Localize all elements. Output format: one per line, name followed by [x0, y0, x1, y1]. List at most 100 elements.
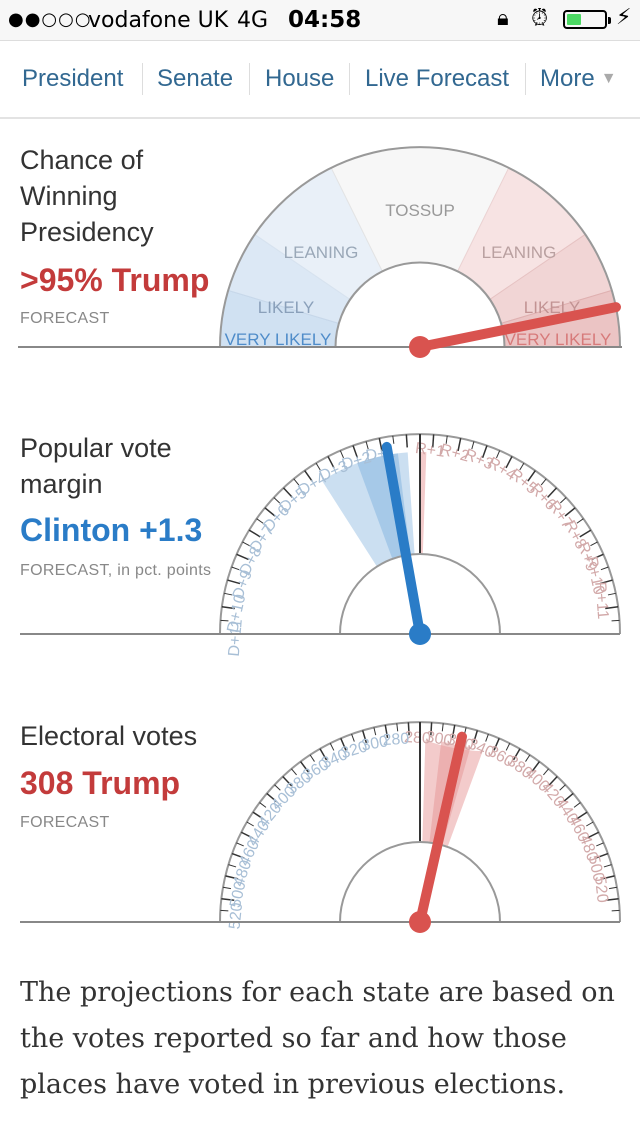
gauge-tick — [599, 579, 613, 585]
gauge-tick — [485, 733, 489, 742]
label-very-likely-rep: VERY LIKELY — [505, 330, 612, 349]
label-leaning-dem: LEANING — [284, 243, 359, 262]
gauge-tick — [282, 487, 293, 498]
gauge-tick — [547, 487, 558, 498]
nav-more[interactable]: More ▼ — [540, 65, 617, 93]
gauge-tick — [246, 821, 254, 827]
gauge-tick-label: 520 — [226, 902, 246, 930]
charging-icon: ⚡︎ — [616, 5, 632, 30]
gauge-tick — [242, 541, 250, 547]
gauge-tick — [405, 434, 408, 448]
gauge-tick — [576, 518, 584, 524]
gauge-tick — [527, 470, 536, 482]
gauge-tick-label: 280 — [404, 729, 432, 748]
carrier-name: vodafone UK — [88, 8, 229, 33]
clock: 04:58 — [288, 7, 362, 33]
gauge-tick — [586, 831, 600, 839]
electoral-title: Electoral votes — [20, 718, 197, 754]
label-very-likely-dem: VERY LIKELY — [225, 330, 332, 349]
gauge-tick — [605, 898, 619, 902]
label-tossup: TOSSUP — [385, 201, 455, 220]
gauge-tick — [603, 864, 612, 868]
gauge-tick — [496, 450, 501, 459]
electoral-needle — [415, 731, 467, 927]
gauge-tick-label: 500 — [585, 854, 608, 884]
gauge-tick — [373, 727, 377, 736]
dropdown-triangle-icon: ▼ — [600, 70, 617, 87]
battery-icon — [563, 10, 611, 29]
gauge-tick — [222, 886, 232, 890]
gauge-tick — [525, 754, 531, 762]
alarm-icon: ⏰︎ — [531, 6, 549, 31]
label-likely-dem: LIKELY — [258, 298, 314, 317]
gauge-tick — [252, 811, 265, 820]
gauge-tick — [282, 776, 293, 787]
gauge-tick — [340, 738, 347, 751]
label-leaning-rep: LEANING — [482, 243, 557, 262]
gauge-tick — [309, 754, 315, 762]
gauge-tick — [605, 606, 619, 610]
gauge-tick-label: R+1 — [414, 440, 446, 461]
gauge-tick — [351, 733, 355, 742]
gauge-tick — [607, 592, 616, 596]
nav-president[interactable]: President — [22, 65, 124, 92]
gauge-tick — [575, 811, 588, 820]
gauge-tick — [430, 722, 433, 736]
presidency-title-line: Chance of — [20, 145, 144, 175]
gauge-tick — [319, 748, 328, 761]
popular-vote-needle — [381, 441, 425, 639]
popular-vote-title: Popular vote margin — [20, 430, 172, 502]
gauge-tick — [274, 784, 281, 791]
gauge-tick — [596, 842, 604, 847]
nav-senate[interactable]: Senate — [157, 65, 234, 92]
gauge-tick — [231, 566, 240, 571]
presidency-headline: >95% Trump — [20, 262, 210, 298]
gauge-tick — [264, 507, 276, 517]
status-bar: ●●○○○ vodafone UK 4G 04:58 🔒︎ ⏰︎ ⚡︎ — [0, 0, 640, 40]
gauge-tick — [266, 792, 278, 803]
gauge-tick — [240, 831, 254, 839]
gauge-tick — [564, 507, 576, 517]
gauge-tick — [299, 761, 309, 773]
gauge-tick — [600, 566, 609, 571]
presidency-title-line: Presidency — [20, 217, 154, 247]
electoral-needle-pivot — [409, 911, 431, 933]
gauge-tick — [579, 529, 592, 538]
gauge-tick — [471, 441, 475, 450]
presidency-needle-pivot — [409, 336, 431, 358]
gauge-tick — [559, 784, 566, 791]
popular-vote-needle-pivot — [409, 623, 431, 645]
gauge-tick — [224, 592, 233, 596]
gauge-tick-label: 520 — [591, 875, 611, 903]
gauge-tick — [227, 579, 241, 585]
gauge-tick — [611, 619, 620, 622]
gauge-tick — [384, 724, 389, 738]
nav-live-forecast[interactable]: Live Forecast — [365, 65, 510, 92]
gauge-tick — [248, 529, 261, 538]
gauge-tick — [481, 445, 488, 459]
nav-house[interactable]: House — [265, 65, 335, 92]
gauge-tick — [562, 792, 574, 803]
gauge-tick — [445, 435, 448, 444]
gauge-tick — [256, 518, 264, 524]
gauge-tick — [601, 875, 615, 880]
gauge-tick — [365, 441, 369, 450]
gauge-tick — [512, 748, 521, 761]
gauge-tick — [451, 724, 456, 738]
gauge-tick — [559, 497, 567, 504]
gauge-hub-arc — [339, 553, 501, 635]
gauge-tick — [221, 606, 235, 610]
gauge-tick-label: 300 — [424, 729, 453, 750]
gauge-tick — [608, 886, 618, 890]
gauge-tick-label: D+11 — [226, 618, 246, 657]
section-nav: President Senate House Live Forecast Mor… — [0, 40, 640, 119]
network-type: 4G — [237, 8, 269, 33]
orientation-lock-icon: 🔒︎ — [497, 6, 509, 31]
gauge-tick — [547, 776, 558, 787]
gauge-tick — [432, 434, 435, 448]
gauge-tick — [327, 456, 335, 469]
gauge-tick — [352, 445, 359, 459]
gauge-tick-label: 300 — [360, 733, 389, 754]
gauge-tick — [573, 802, 581, 808]
gauge-tick — [236, 842, 244, 847]
